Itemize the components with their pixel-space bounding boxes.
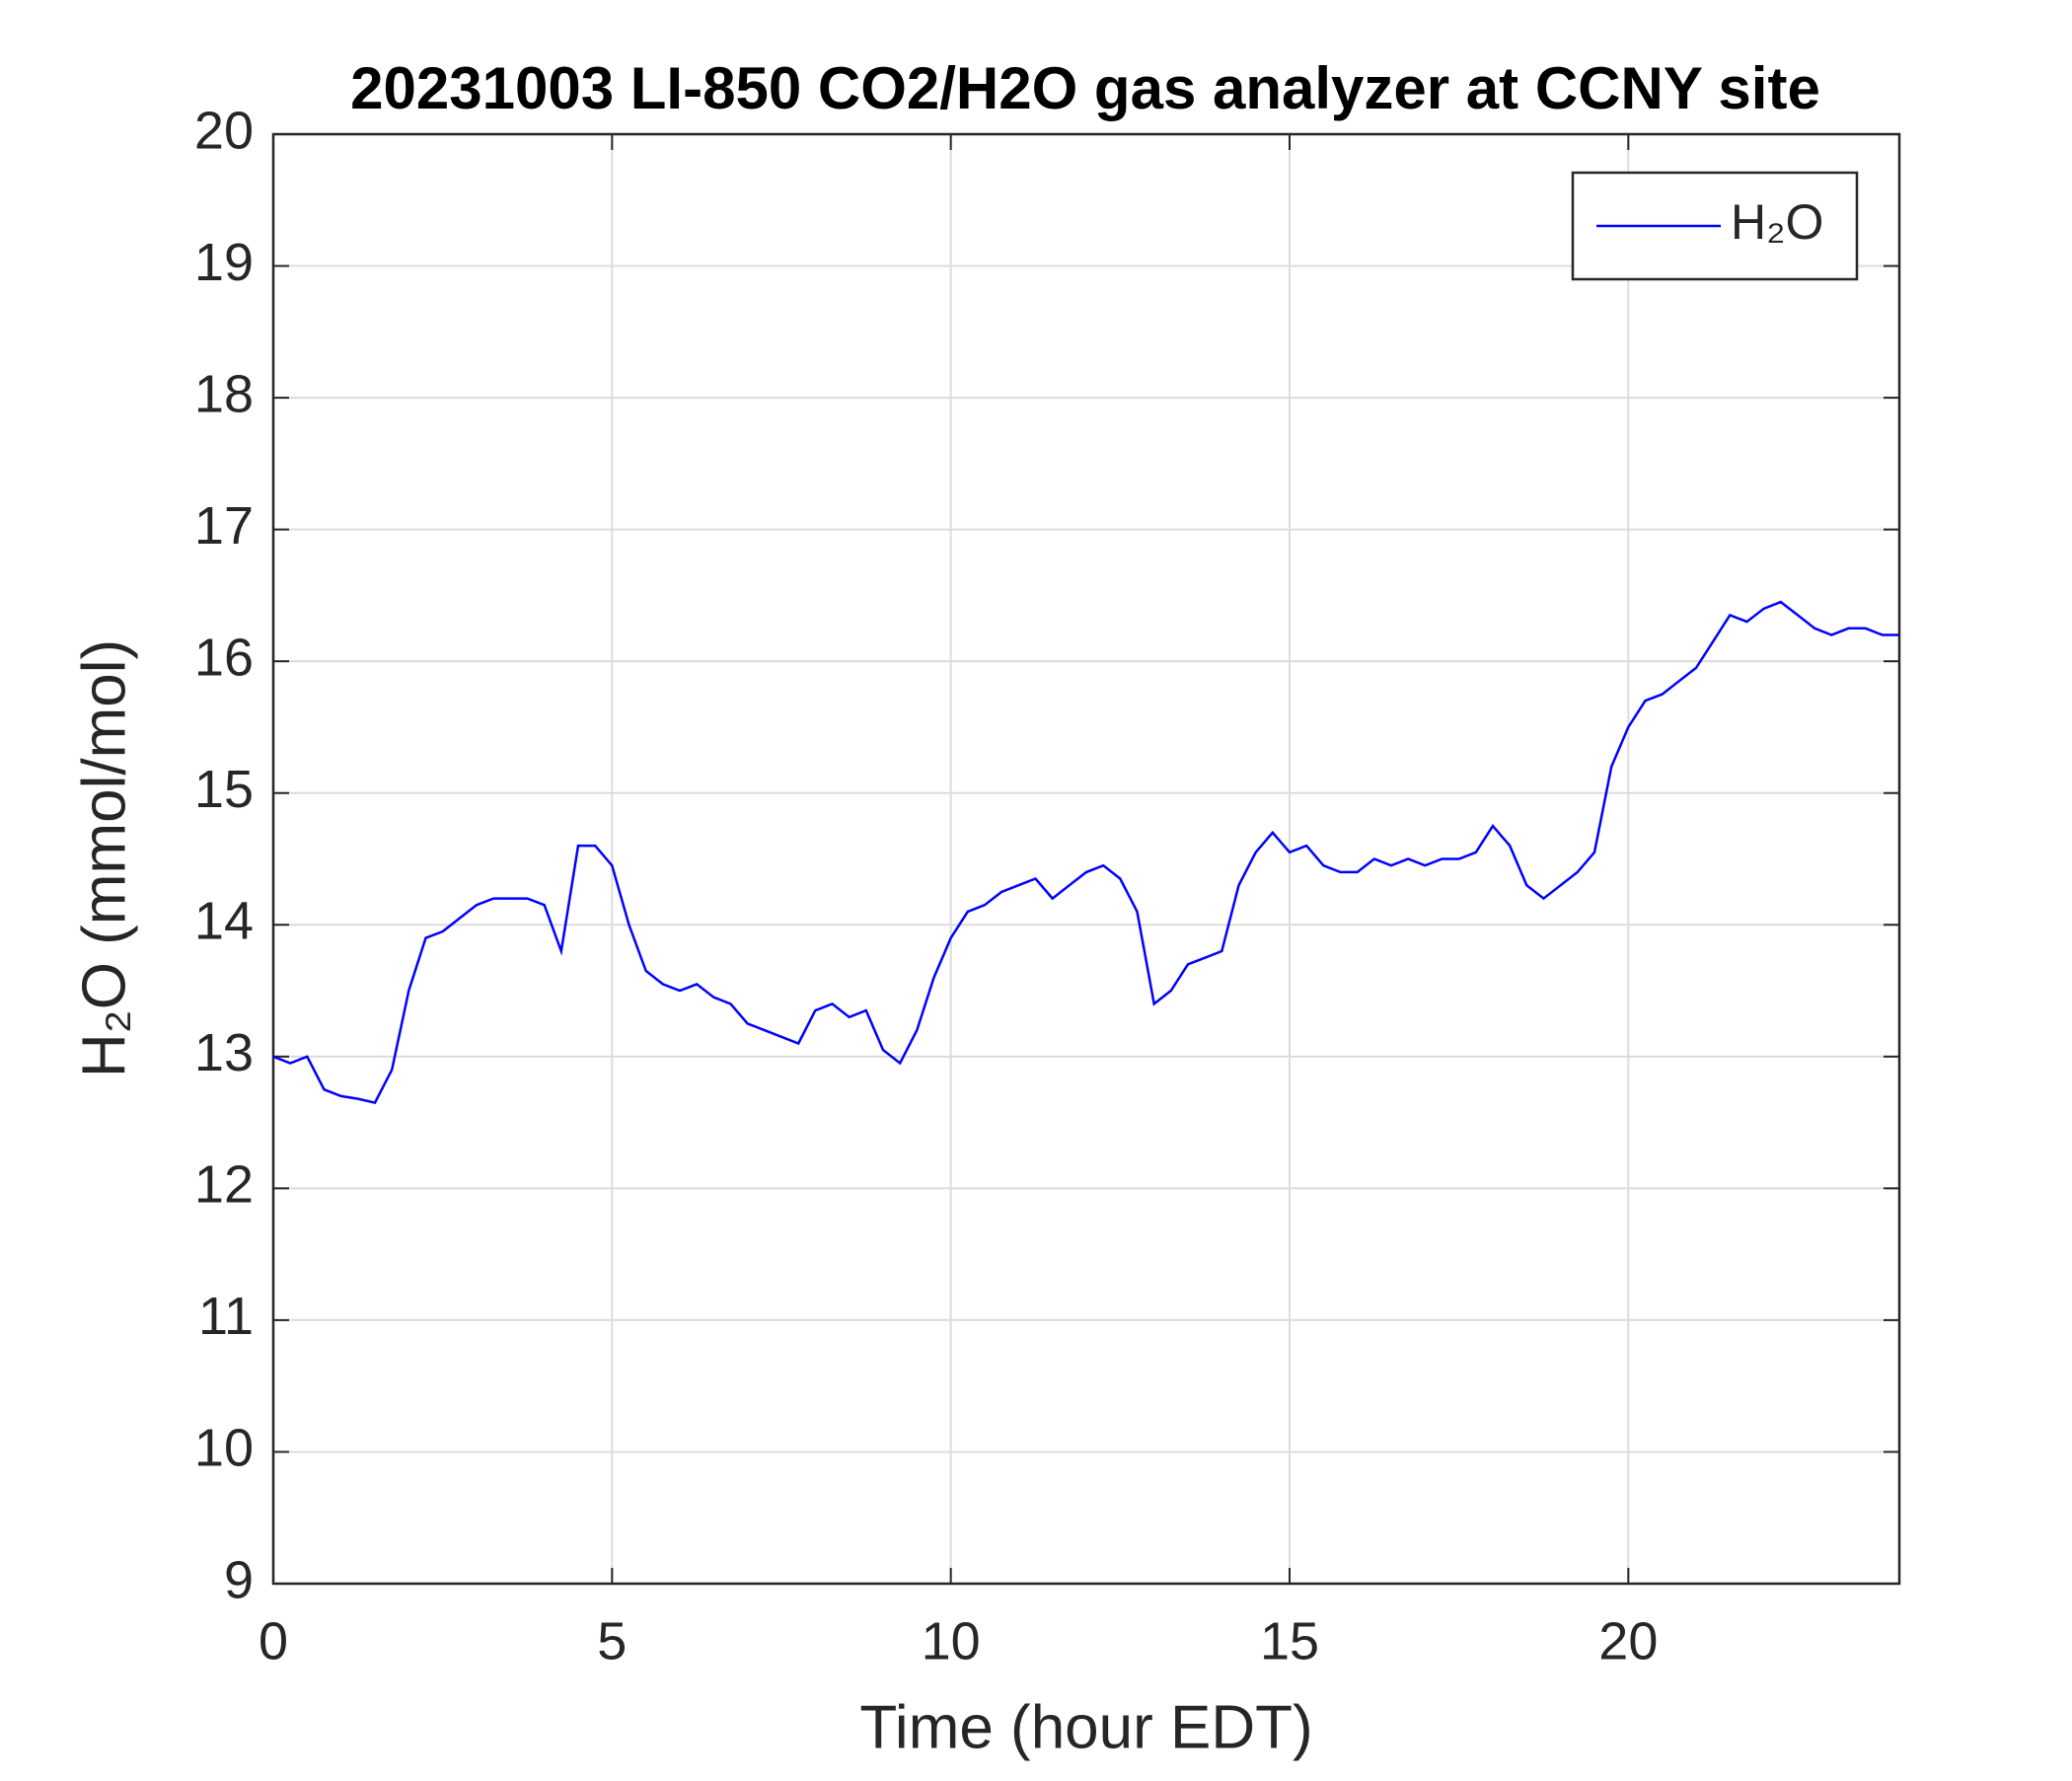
y-tick-label: 11 — [198, 1287, 254, 1346]
x-tick-label: 5 — [597, 1611, 627, 1670]
legend-label: H₂O — [1731, 194, 1823, 250]
y-tick-label: 10 — [194, 1419, 254, 1478]
y-tick-label: 14 — [194, 892, 254, 951]
y-tick-label: 15 — [194, 760, 254, 819]
chart-title: 20231003 LI-850 CO2/H2O gas analyzer at … — [350, 55, 1820, 121]
y-tick-label: 9 — [224, 1550, 254, 1609]
x-tick-label: 10 — [922, 1611, 981, 1670]
x-tick-label: 20 — [1598, 1611, 1658, 1670]
y-tick-label: 13 — [194, 1023, 254, 1082]
y-tick-label: 12 — [194, 1155, 254, 1215]
y-tick-label: 16 — [194, 628, 254, 687]
y-tick-label: 19 — [194, 233, 254, 292]
x-axis-label: Time (hour EDT) — [859, 1693, 1312, 1761]
data-line — [272, 600, 1899, 1105]
y-tick-label: 17 — [194, 496, 254, 556]
x-tick-label: 15 — [1260, 1611, 1319, 1670]
y-tick-label: 20 — [194, 101, 254, 160]
y-tick-label: 18 — [194, 364, 254, 423]
x-tick-label: 0 — [259, 1611, 288, 1670]
plot-frame — [271, 132, 1901, 1586]
y-axis-label: H₂O (mmol/mol) — [70, 639, 138, 1077]
